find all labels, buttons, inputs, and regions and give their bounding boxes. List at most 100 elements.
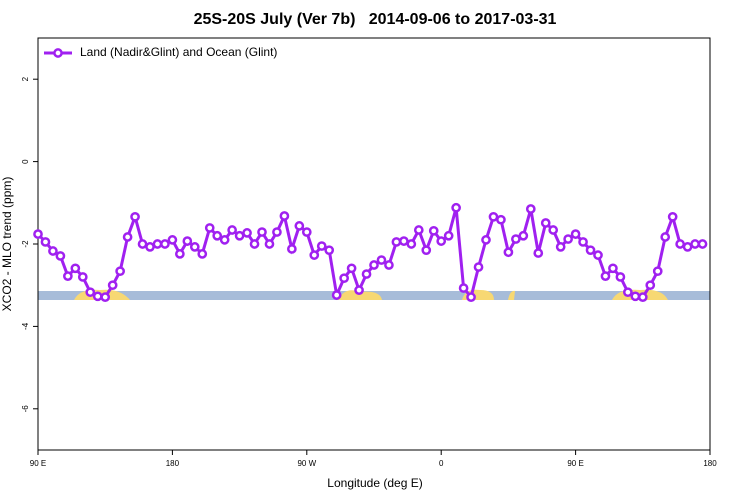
- data-point: [563, 234, 573, 244]
- data-point: [376, 255, 387, 265]
- data-point: [100, 292, 111, 302]
- land-patch: [338, 290, 382, 300]
- data-point: [167, 235, 178, 245]
- data-point: [660, 232, 671, 242]
- data-point: [421, 245, 432, 256]
- data-point: [585, 245, 596, 256]
- data-point: [219, 235, 230, 245]
- y-tick-label: -4: [21, 322, 30, 330]
- y-axis-label: XCO2 - MLO trend (ppm): [0, 177, 14, 312]
- data-point: [301, 227, 312, 237]
- x-tick-label: 90 E: [30, 459, 46, 468]
- data-point: [384, 260, 394, 270]
- data-point: [55, 251, 66, 261]
- data-point: [496, 214, 506, 225]
- data-point: [63, 271, 73, 281]
- data-point: [279, 211, 290, 221]
- data-point: [287, 244, 297, 254]
- data-point: [145, 242, 155, 252]
- x-tick-label: 0: [439, 459, 444, 468]
- data-point: [309, 250, 320, 260]
- data-point: [160, 239, 170, 249]
- data-point: [272, 227, 282, 237]
- data-point: [436, 236, 447, 246]
- y-tick-label: -2: [21, 240, 30, 248]
- data-point: [525, 204, 536, 214]
- data-point: [294, 221, 305, 231]
- data-point: [212, 230, 223, 241]
- series-line: [36, 207, 703, 301]
- x-tick-label: 90 E: [567, 459, 583, 468]
- land-mask: [38, 289, 710, 300]
- data-point: [182, 236, 193, 246]
- data-point: [40, 237, 51, 247]
- data-point: [361, 269, 372, 279]
- data-point: [316, 241, 327, 251]
- data-point: [667, 211, 678, 222]
- data-point: [197, 249, 208, 259]
- data-point: [548, 225, 559, 235]
- data-point: [511, 234, 521, 244]
- data-point: [189, 242, 200, 252]
- x-tick-label: 180: [703, 459, 717, 468]
- data-point: [630, 291, 641, 302]
- x-tick-label: 90 W: [297, 459, 316, 468]
- data-point: [533, 248, 544, 258]
- data-point: [682, 242, 693, 252]
- data-point: [570, 229, 581, 239]
- x-axis-label: Longitude (deg E): [327, 476, 422, 490]
- y-tick-label: -6: [21, 405, 30, 413]
- legend-marker: [53, 48, 63, 58]
- data-point: [234, 230, 245, 241]
- data-point: [652, 266, 663, 277]
- data-point: [70, 263, 81, 274]
- data-point: [608, 263, 618, 274]
- data-point: [242, 228, 252, 238]
- data-point: [637, 292, 648, 302]
- chart-title: 25S-20S July (Ver 7b) 2014-09-06 to 2017…: [194, 11, 557, 28]
- data-point: [399, 236, 409, 246]
- data-point: [473, 262, 484, 272]
- data-point: [77, 272, 88, 282]
- data-point: [346, 263, 357, 274]
- data-point: [615, 272, 626, 282]
- data-point: [675, 239, 685, 249]
- data-point: [600, 271, 611, 281]
- data-point: [391, 237, 402, 247]
- data-point: [122, 232, 133, 242]
- data-point: [488, 211, 499, 222]
- data-point: [257, 227, 267, 237]
- data-point: [413, 225, 424, 235]
- data-point: [458, 283, 469, 293]
- data-point: [466, 292, 476, 302]
- data-point: [137, 239, 148, 249]
- data-point: [33, 229, 43, 239]
- data-point: [249, 239, 260, 249]
- data-point: [451, 202, 461, 213]
- data-point: [175, 249, 185, 259]
- data-point: [578, 237, 588, 247]
- data-point: [324, 245, 335, 256]
- data-point: [48, 246, 58, 256]
- data-point: [107, 280, 118, 291]
- data-point: [645, 280, 656, 291]
- data-point: [443, 230, 454, 241]
- data-point: [115, 266, 125, 277]
- data-point: [339, 273, 349, 284]
- data-point: [130, 211, 140, 222]
- data-point: [92, 291, 103, 302]
- data-point: [152, 239, 163, 249]
- data-point: [503, 247, 514, 258]
- data-point: [518, 230, 529, 241]
- data-point: [227, 225, 237, 235]
- data-point: [690, 239, 700, 249]
- data-point: [593, 250, 603, 260]
- data-point: [481, 235, 491, 245]
- data-point: [540, 218, 551, 228]
- data-point: [406, 239, 417, 249]
- data-point: [331, 290, 342, 300]
- y-tick-label: 0: [21, 159, 30, 164]
- data-point: [697, 239, 708, 249]
- data-point: [369, 260, 379, 270]
